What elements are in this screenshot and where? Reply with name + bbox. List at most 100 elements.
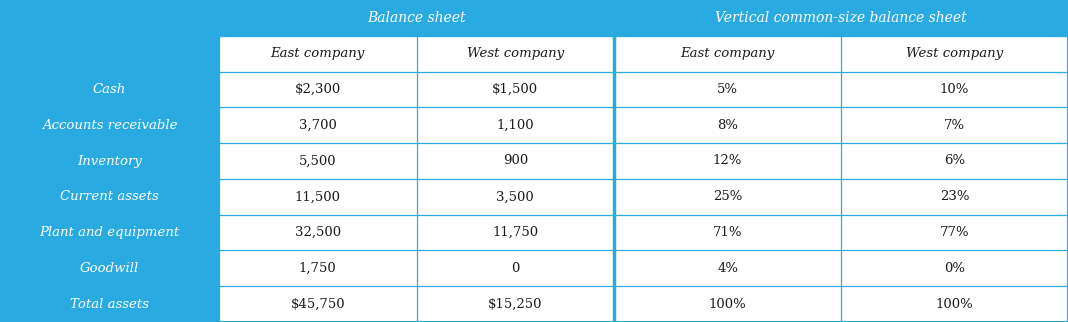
Bar [614, 143, 842, 179]
Bar [614, 215, 842, 251]
Bar [842, 107, 1068, 143]
Bar [417, 215, 614, 251]
Bar [842, 179, 1068, 215]
Text: Balance sheet: Balance sheet [367, 11, 466, 25]
Bar [417, 71, 614, 107]
Text: East company: East company [270, 47, 365, 60]
Bar [0, 215, 219, 251]
Bar [842, 143, 1068, 179]
Bar [614, 251, 842, 286]
Text: 5%: 5% [717, 83, 738, 96]
Text: 10%: 10% [940, 83, 970, 96]
Bar [842, 107, 1068, 143]
Bar [0, 0, 219, 36]
Bar [417, 251, 614, 286]
Bar [219, 143, 417, 179]
Text: 4%: 4% [717, 262, 738, 275]
Text: Current assets: Current assets [60, 190, 159, 203]
Bar [219, 36, 417, 71]
Bar [614, 71, 842, 107]
Bar [614, 107, 842, 143]
Bar [219, 179, 417, 215]
Bar [219, 107, 417, 143]
Text: $15,250: $15,250 [488, 298, 543, 311]
Bar [219, 251, 417, 286]
Bar [614, 36, 842, 71]
Bar [0, 215, 219, 251]
Bar [842, 179, 1068, 215]
Text: Vertical common-size balance sheet: Vertical common-size balance sheet [716, 11, 967, 25]
Bar [0, 286, 219, 322]
Text: 7%: 7% [944, 119, 965, 132]
Text: 23%: 23% [940, 190, 970, 203]
Text: 77%: 77% [940, 226, 970, 239]
Bar [219, 107, 417, 143]
Bar [842, 143, 1068, 179]
Bar [842, 286, 1068, 322]
Bar [417, 143, 614, 179]
Bar [614, 107, 842, 143]
Text: West company: West company [906, 47, 1003, 60]
Bar [842, 286, 1068, 322]
Bar [842, 215, 1068, 251]
Text: Accounts receivable: Accounts receivable [42, 119, 177, 132]
Text: 0%: 0% [944, 262, 965, 275]
Bar [417, 179, 614, 215]
Bar [417, 286, 614, 322]
Bar [0, 251, 219, 286]
Bar [842, 251, 1068, 286]
Bar [614, 0, 842, 36]
Bar [417, 0, 614, 36]
Bar [614, 251, 842, 286]
Bar [417, 71, 614, 107]
Text: West company: West company [467, 47, 564, 60]
Text: 100%: 100% [709, 298, 747, 311]
Bar [614, 71, 842, 107]
Bar [417, 143, 614, 179]
Bar [0, 143, 219, 179]
Bar [614, 36, 842, 71]
Text: 11,750: 11,750 [492, 226, 538, 239]
Text: Plant and equipment: Plant and equipment [40, 226, 179, 239]
Text: 3,500: 3,500 [497, 190, 534, 203]
Bar [219, 71, 417, 107]
Text: 1,100: 1,100 [497, 119, 534, 132]
Text: 5,500: 5,500 [299, 155, 336, 167]
Bar [842, 36, 1068, 71]
Bar [417, 215, 614, 251]
Bar [614, 286, 842, 322]
Bar [0, 251, 219, 286]
Bar [219, 0, 614, 36]
Text: 6%: 6% [944, 155, 965, 167]
Bar [219, 286, 417, 322]
Bar [614, 179, 842, 215]
Text: 3,700: 3,700 [299, 119, 336, 132]
Text: East company: East company [680, 47, 774, 60]
Text: $1,500: $1,500 [492, 83, 538, 96]
Bar [842, 36, 1068, 71]
Bar [842, 71, 1068, 107]
Bar [417, 251, 614, 286]
Bar [219, 215, 417, 251]
Text: 71%: 71% [712, 226, 742, 239]
Text: 12%: 12% [712, 155, 742, 167]
Bar [0, 71, 219, 107]
Text: Goodwill: Goodwill [80, 262, 139, 275]
Bar [0, 143, 219, 179]
Bar [0, 36, 219, 71]
Text: $2,300: $2,300 [295, 83, 341, 96]
Bar [614, 179, 842, 215]
Bar [417, 36, 614, 71]
Bar [842, 0, 1068, 36]
Bar [0, 179, 219, 215]
Bar [614, 143, 842, 179]
Bar [219, 179, 417, 215]
Bar [417, 107, 614, 143]
Text: $45,750: $45,750 [290, 298, 345, 311]
Bar [614, 0, 1068, 36]
Text: Total assets: Total assets [70, 298, 148, 311]
Text: 32,500: 32,500 [295, 226, 341, 239]
Bar [417, 107, 614, 143]
Bar [842, 71, 1068, 107]
Bar [219, 0, 417, 36]
